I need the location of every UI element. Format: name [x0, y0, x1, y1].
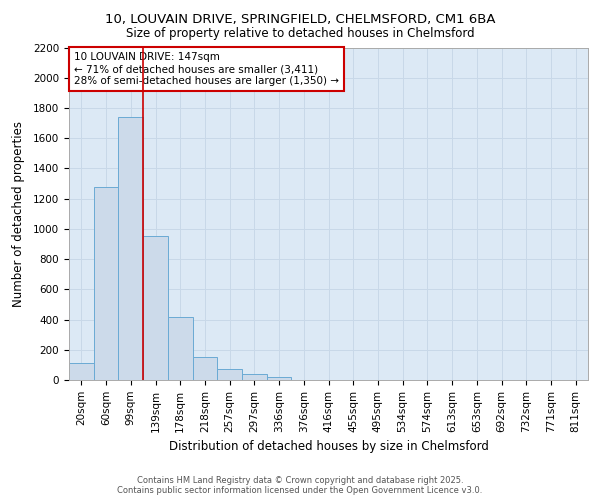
Bar — [143, 236, 168, 380]
Text: Size of property relative to detached houses in Chelmsford: Size of property relative to detached ho… — [125, 28, 475, 40]
Bar — [242, 374, 267, 380]
Text: 10 LOUVAIN DRIVE: 147sqm
← 71% of detached houses are smaller (3,411)
28% of sem: 10 LOUVAIN DRIVE: 147sqm ← 71% of detach… — [74, 52, 339, 86]
Bar — [168, 316, 193, 380]
Text: Contains HM Land Registry data © Crown copyright and database right 2025.: Contains HM Land Registry data © Crown c… — [137, 476, 463, 485]
Bar — [118, 117, 143, 380]
Text: Contains public sector information licensed under the Open Government Licence v3: Contains public sector information licen… — [118, 486, 482, 495]
X-axis label: Distribution of detached houses by size in Chelmsford: Distribution of detached houses by size … — [169, 440, 488, 453]
Bar — [94, 186, 118, 380]
Y-axis label: Number of detached properties: Number of detached properties — [11, 120, 25, 306]
Bar — [267, 377, 292, 380]
Bar — [69, 364, 94, 380]
Bar — [193, 358, 217, 380]
Text: 10, LOUVAIN DRIVE, SPRINGFIELD, CHELMSFORD, CM1 6BA: 10, LOUVAIN DRIVE, SPRINGFIELD, CHELMSFO… — [105, 12, 495, 26]
Bar — [217, 368, 242, 380]
